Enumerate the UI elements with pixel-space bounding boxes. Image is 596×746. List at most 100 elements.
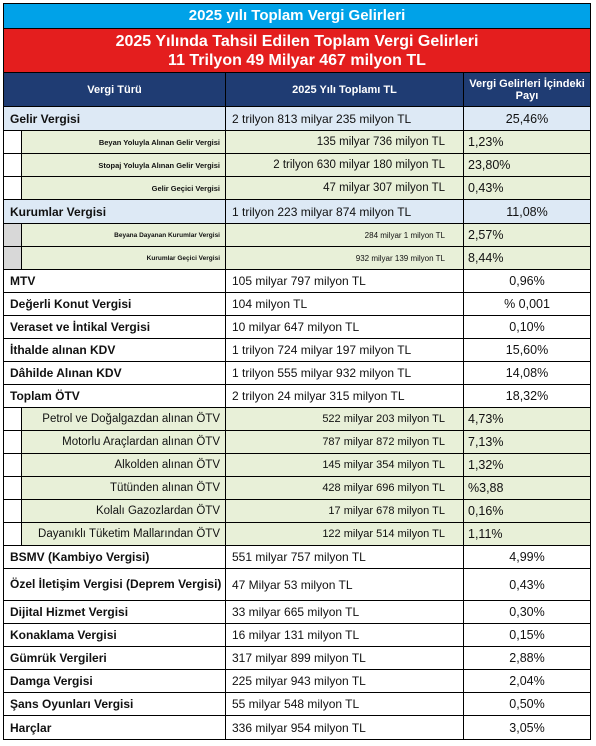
row-share: %3,88	[464, 477, 590, 499]
row-label: Değerli Konut Vergisi	[4, 293, 226, 315]
header-share: Vergi Gelirleri İçindeki Payı	[469, 77, 585, 102]
row-value: 336 milyar 954 milyon TL	[226, 716, 464, 739]
table-row: Beyana Dayanan Kurumlar Vergisi 284 mily…	[4, 224, 590, 247]
table-row: Gelir Vergisi 2 trilyon 813 milyar 235 m…	[4, 107, 590, 131]
row-label: Gelir Geçici Vergisi	[22, 177, 226, 199]
row-label: Veraset ve İntikal Vergisi	[4, 316, 226, 338]
row-share: 18,32%	[505, 389, 549, 403]
table-row: Kolalı Gazozlardan ÖTV 17 milyar 678 mil…	[4, 500, 590, 523]
row-label: Dayanıklı Tüketim Mallarından ÖTV	[22, 523, 226, 545]
row-value: 225 milyar 943 milyon TL	[226, 670, 464, 692]
table-row: İthalde alınan KDV 1 trilyon 724 milyar …	[4, 339, 590, 362]
row-share: 0,10%	[509, 320, 545, 334]
row-label: Kurumlar Vergisi	[4, 200, 226, 223]
table-row: Dayanıklı Tüketim Mallarından ÖTV 122 mi…	[4, 523, 590, 546]
row-share: 25,46%	[505, 111, 549, 126]
row-value: 122 milyar 514 milyon TL	[226, 523, 464, 545]
row-label: Özel İletişim Vergisi (Deprem Vergisi)	[4, 569, 226, 600]
row-value: 47 milyar 307 milyon TL	[226, 177, 464, 199]
row-value: 1 trilyon 555 milyar 932 milyon TL	[226, 362, 464, 384]
row-value: 55 milyar 548 milyon TL	[226, 693, 464, 715]
subtitle-line-1: 2025 Yılında Tahsil Edilen Toplam Vergi …	[115, 33, 479, 50]
row-share: 0,43%	[509, 577, 545, 592]
row-value: 787 milyar 872 milyon TL	[226, 431, 464, 453]
table-row: Dâhilde Alınan KDV 1 trilyon 555 milyar …	[4, 362, 590, 385]
row-share: 0,16%	[464, 500, 590, 522]
table-row: Motorlu Araçlardan alınan ÖTV 787 milyar…	[4, 431, 590, 454]
row-label: Konaklama Vergisi	[4, 624, 226, 646]
subtitle-line-2: 11 Trilyon 49 Milyar 467 milyon TL	[168, 52, 426, 69]
table-row: Gelir Geçici Vergisi 47 milyar 307 milyo…	[4, 177, 590, 200]
row-label: MTV	[4, 270, 226, 292]
row-label: Beyan Yoluyla Alınan Gelir Vergisi	[22, 131, 226, 153]
table-row: Değerli Konut Vergisi 104 milyon TL % 0,…	[4, 293, 590, 316]
row-value: 10 milyar 647 milyon TL	[226, 316, 464, 338]
table-row: Kurumlar Vergisi 1 trilyon 223 milyar 87…	[4, 200, 590, 224]
row-share: 7,13%	[464, 431, 590, 453]
header-total: 2025 Yılı Toplamı TL	[226, 73, 464, 106]
tax-revenue-table: 2025 yılı Toplam Vergi Gelirleri 2025 Yı…	[3, 3, 591, 740]
row-share: 2,57%	[464, 224, 590, 246]
row-value: 145 milyar 354 milyon TL	[226, 454, 464, 476]
row-label: Toplam ÖTV	[4, 385, 226, 407]
header-tax-type: Vergi Türü	[4, 73, 226, 106]
row-value: 428 milyar 696 milyon TL	[226, 477, 464, 499]
row-share: 8,44%	[464, 247, 590, 269]
table-row: BSMV (Kambiyo Vergisi) 551 milyar 757 mi…	[4, 546, 590, 569]
row-value: 317 milyar 899 milyon TL	[226, 647, 464, 669]
table-row: Şans Oyunları Vergisi 55 milyar 548 mily…	[4, 693, 590, 716]
row-value: 1 trilyon 724 milyar 197 milyon TL	[226, 339, 464, 361]
row-share: 15,60%	[505, 343, 549, 357]
row-value: 522 milyar 203 milyon TL	[226, 408, 464, 430]
table-title: 2025 yılı Toplam Vergi Gelirleri	[4, 4, 590, 29]
table-row: Stopaj Yoluyla Alınan Gelir Vergisi 2 tr…	[4, 154, 590, 177]
row-label: Dijital Hizmet Vergisi	[4, 601, 226, 623]
row-share: 1,32%	[464, 454, 590, 476]
row-share: 14,08%	[505, 366, 549, 380]
table-row: Veraset ve İntikal Vergisi 10 milyar 647…	[4, 316, 590, 339]
row-share: 4,99%	[509, 550, 545, 564]
table-row: Alkolden alınan ÖTV 145 milyar 354 milyo…	[4, 454, 590, 477]
row-value: 2 trilyon 813 milyar 235 milyon TL	[226, 107, 464, 130]
table-row: Tütünden alınan ÖTV 428 milyar 696 milyo…	[4, 477, 590, 500]
table-row: Dijital Hizmet Vergisi 33 milyar 665 mil…	[4, 601, 590, 624]
row-value: 2 trilyon 24 milyar 315 milyon TL	[226, 385, 464, 407]
row-share: 1,11%	[464, 523, 590, 545]
row-share: 23,80%	[464, 154, 590, 176]
row-label: Petrol ve Doğalgazdan alınan ÖTV	[22, 408, 226, 430]
row-value: 135 milyar 736 milyon TL	[226, 131, 464, 153]
table-row: Gümrük Vergileri 317 milyar 899 milyon T…	[4, 647, 590, 670]
row-label: Beyana Dayanan Kurumlar Vergisi	[22, 224, 226, 246]
row-share: 4,73%	[464, 408, 590, 430]
row-value: 2 trilyon 630 milyar 180 milyon TL	[226, 154, 464, 176]
row-share: 0,43%	[464, 177, 590, 199]
row-share: 0,50%	[509, 697, 545, 711]
row-share: % 0,001	[504, 297, 550, 311]
row-label: Dâhilde Alınan KDV	[4, 362, 226, 384]
row-value: 33 milyar 665 milyon TL	[226, 601, 464, 623]
row-value: 932 milyar 139 milyon TL	[226, 247, 464, 269]
row-label: Motorlu Araçlardan alınan ÖTV	[22, 431, 226, 453]
table-row: MTV 105 milyar 797 milyon TL 0,96%	[4, 270, 590, 293]
row-label: Gelir Vergisi	[4, 107, 226, 130]
row-share: 0,15%	[509, 628, 545, 642]
row-value: 1 trilyon 223 milyar 874 milyon TL	[226, 200, 464, 223]
row-share: 2,04%	[509, 674, 545, 688]
row-share: 0,96%	[509, 274, 545, 288]
table-row: Konaklama Vergisi 16 milyar 131 milyon T…	[4, 624, 590, 647]
row-label: İthalde alınan KDV	[4, 339, 226, 361]
row-value: 284 milyar 1 milyon TL	[226, 224, 464, 246]
row-value: 104 milyon TL	[226, 293, 464, 315]
row-value: 551 milyar 757 milyon TL	[226, 546, 464, 568]
table-row: Harçlar 336 milyar 954 milyon TL 3,05%	[4, 716, 590, 739]
row-label: Şans Oyunları Vergisi	[4, 693, 226, 715]
table-row: Toplam ÖTV 2 trilyon 24 milyar 315 milyo…	[4, 385, 590, 408]
row-value: 17 milyar 678 milyon TL	[226, 500, 464, 522]
table-row: Petrol ve Doğalgazdan alınan ÖTV 522 mil…	[4, 408, 590, 431]
row-label: Gümrük Vergileri	[4, 647, 226, 669]
row-label: Kurumlar Geçici Vergisi	[22, 247, 226, 269]
row-share: 1,23%	[464, 131, 590, 153]
table-subtitle: 2025 Yılında Tahsil Edilen Toplam Vergi …	[4, 29, 590, 73]
table-row: Kurumlar Geçici Vergisi 932 milyar 139 m…	[4, 247, 590, 270]
row-share: 3,05%	[509, 720, 545, 735]
